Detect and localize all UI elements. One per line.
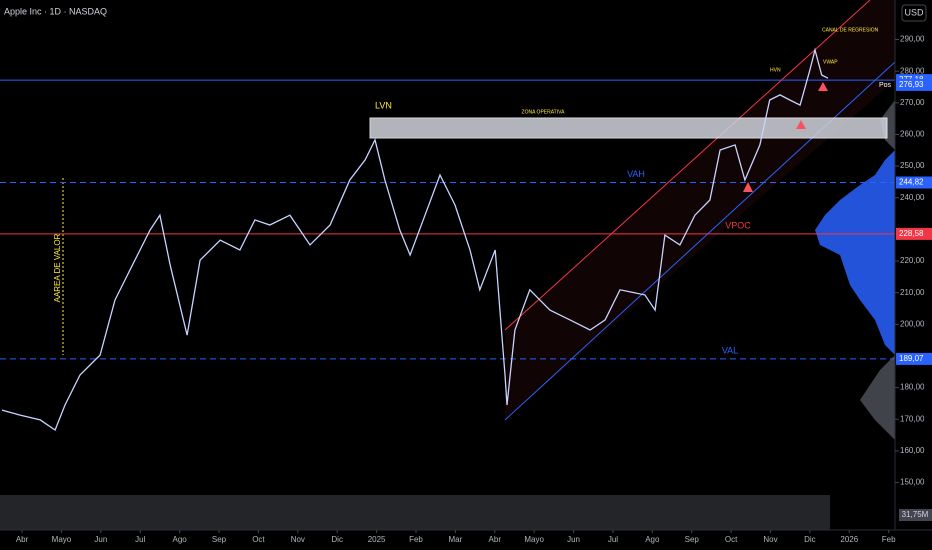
y-tick-label: 270,00 (900, 98, 925, 107)
level-badge (896, 352, 932, 365)
x-tick-label: Mar (448, 535, 462, 544)
currency-box (901, 4, 927, 22)
price-line (1, 47, 829, 431)
y-tick-label: 280,00 (900, 66, 925, 75)
volume-badge (899, 509, 932, 521)
y-tick-label: 290,00 (900, 35, 925, 44)
x-tick-label: Sep (212, 535, 227, 544)
hvn-label: HVN (770, 67, 781, 73)
y-tick-label: 150,00 (900, 478, 925, 487)
x-tick-label: Jun (567, 535, 580, 544)
y-tick-label: 180,00 (900, 383, 925, 392)
x-tick-label: Dic (331, 535, 343, 544)
level-name: VAH (627, 169, 645, 179)
y-tick-label: 250,00 (900, 161, 925, 170)
level-badge (896, 176, 932, 189)
x-tick-label: Abr (16, 535, 29, 544)
x-tick-label: Ago (173, 535, 188, 544)
y-tick-label: 220,00 (900, 256, 925, 265)
x-tick-label: Mayo (524, 535, 544, 544)
volume-label: 31,75M (902, 510, 929, 519)
price-value: 276,93 (899, 80, 924, 89)
x-tick-label: 2025 (368, 535, 386, 544)
x-tick-label: Feb (882, 535, 896, 544)
area-label: AAREA DE VALOR (53, 233, 62, 302)
x-tick-label: Sep (685, 535, 700, 544)
x-tick-label: Nov (763, 535, 777, 544)
level-value: 228,58 (899, 229, 924, 238)
marker (818, 82, 828, 91)
x-tick-label: Jun (94, 535, 107, 544)
level-name: VAL (722, 345, 738, 355)
channel-upper (504, 0, 871, 331)
y-tick-label: 170,00 (900, 414, 925, 423)
volume-profile-low (860, 355, 895, 440)
currency[interactable]: USD (904, 7, 924, 17)
price-tag: Pos (879, 82, 892, 89)
level-value: 189,07 (899, 354, 924, 363)
marker (743, 182, 753, 192)
zone-label: ZONA OPERATIVA (522, 109, 566, 115)
price-badge (896, 78, 932, 91)
x-tick-label: Dic (804, 535, 816, 544)
y-tick-label: 210,00 (900, 288, 925, 297)
y-tick-label: 260,00 (900, 130, 925, 139)
lvn-label: LVN (375, 100, 392, 110)
zone-box (369, 117, 888, 139)
volume-profile (815, 150, 895, 355)
x-tick-label: 2026 (840, 535, 858, 544)
level-badge (896, 227, 932, 240)
x-tick-label: Jul (608, 535, 618, 544)
volume-bars (0, 495, 830, 530)
marker (796, 120, 806, 129)
vwap-label: VWAP (823, 59, 838, 65)
chart-title: Apple Inc · 1D · NASDAQ (4, 6, 107, 16)
level-name: VPOC (725, 220, 751, 230)
level-value: 244,82 (899, 178, 924, 187)
x-tick-label: Feb (409, 535, 423, 544)
x-tick-label: Abr (489, 535, 502, 544)
y-tick-label: 200,00 (900, 319, 925, 328)
x-tick-label: Nov (291, 535, 305, 544)
x-tick-label: Jul (135, 535, 145, 544)
x-tick-label: Ago (645, 535, 660, 544)
x-tick-label: Oct (252, 535, 265, 544)
y-tick-label: 240,00 (900, 193, 925, 202)
x-tick-label: Oct (725, 535, 738, 544)
channel-label: CANAL DE REGRESION (822, 27, 879, 33)
x-tick-label: Mayo (52, 535, 72, 544)
y-tick-label: 160,00 (900, 446, 925, 455)
